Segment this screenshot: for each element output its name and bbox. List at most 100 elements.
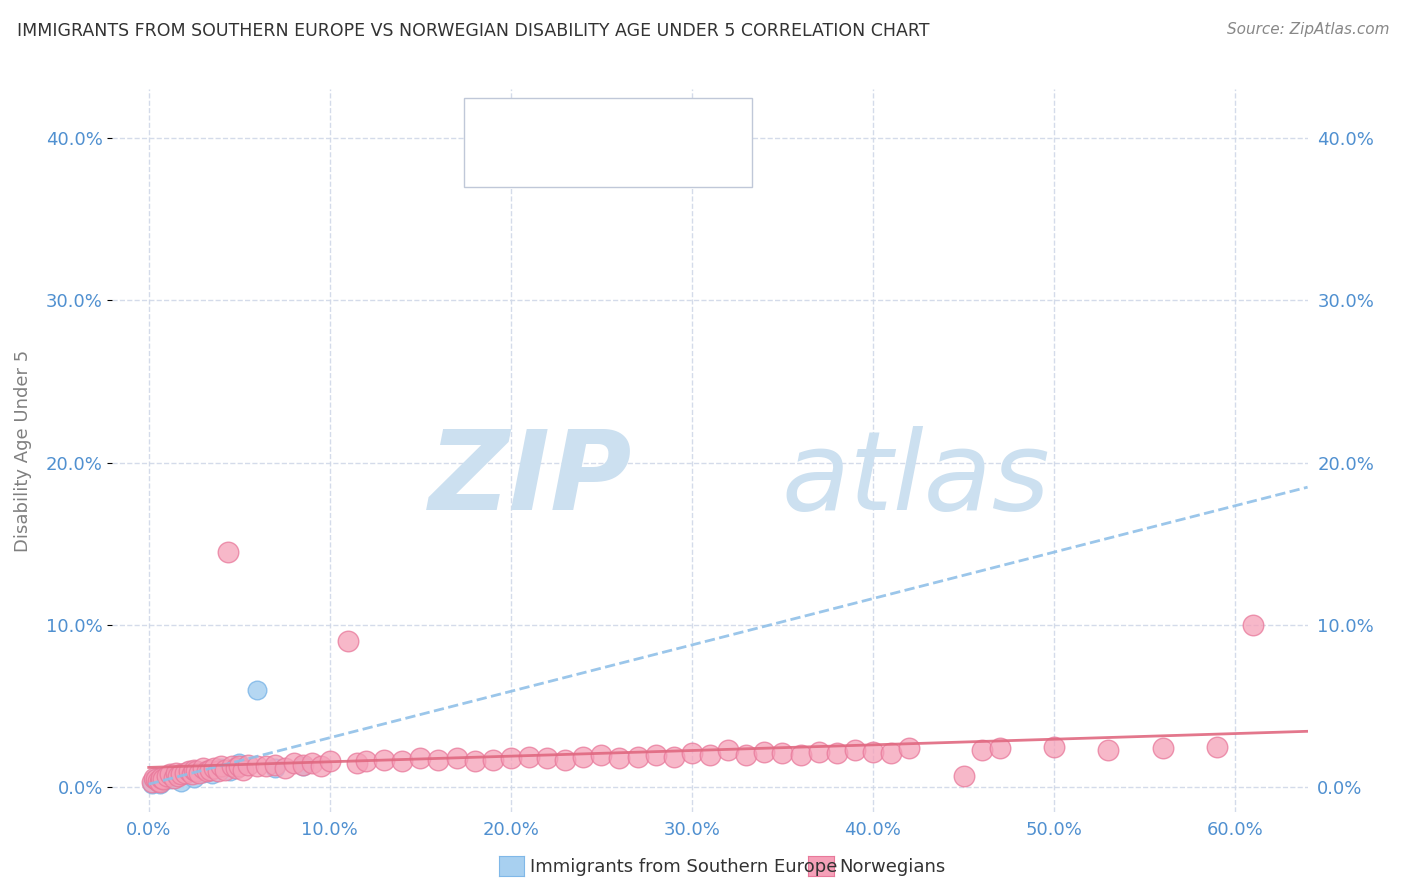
Point: [159, 772, 181, 787]
Text: IMMIGRANTS FROM SOUTHERN EUROPE VS NORWEGIAN DISABILITY AGE UNDER 5 CORRELATION : IMMIGRANTS FROM SOUTHERN EUROPE VS NORWE…: [17, 22, 929, 40]
Point: [143, 772, 166, 787]
Point: [446, 751, 468, 765]
Point: [754, 745, 776, 759]
Point: [238, 757, 260, 772]
Point: [699, 747, 721, 762]
Point: [988, 741, 1011, 756]
Point: [219, 764, 242, 778]
Point: [862, 745, 884, 759]
Point: [159, 767, 181, 781]
Point: [301, 756, 323, 770]
Point: [1043, 739, 1066, 754]
Point: [319, 755, 342, 769]
Point: [201, 767, 224, 781]
Point: [150, 771, 173, 785]
Point: [825, 746, 848, 760]
Point: [174, 767, 197, 781]
Point: [789, 747, 811, 762]
Text: Norwegians: Norwegians: [839, 858, 946, 876]
Y-axis label: Disability Age Under 5: Disability Age Under 5: [14, 350, 32, 551]
Point: [232, 763, 254, 777]
Text: R =: R =: [513, 153, 553, 170]
Point: [146, 773, 169, 788]
Point: [291, 757, 314, 772]
Point: [291, 759, 314, 773]
Point: [177, 764, 200, 778]
Point: [264, 761, 287, 775]
Point: [952, 769, 974, 783]
Text: 82: 82: [626, 153, 651, 170]
Point: [148, 777, 170, 791]
Point: [225, 761, 247, 775]
Point: [195, 764, 218, 778]
Text: N =: N =: [598, 153, 637, 170]
Point: [717, 743, 740, 757]
Point: [481, 753, 503, 767]
Point: [626, 749, 648, 764]
Point: [644, 747, 666, 762]
Text: Source: ZipAtlas.com: Source: ZipAtlas.com: [1226, 22, 1389, 37]
Point: [591, 747, 613, 762]
Point: [163, 771, 186, 785]
Point: [246, 759, 269, 773]
Point: [141, 777, 163, 791]
Point: [221, 759, 243, 773]
Point: [209, 759, 232, 773]
Point: [152, 773, 174, 788]
Point: [156, 771, 179, 785]
Point: [152, 772, 174, 787]
Point: [166, 769, 188, 783]
Point: [464, 755, 486, 769]
Point: [183, 771, 205, 785]
Point: [191, 761, 214, 775]
Point: [1241, 618, 1264, 632]
Point: [184, 764, 207, 778]
Point: [391, 755, 413, 769]
Point: [228, 756, 250, 770]
Point: [228, 759, 250, 773]
Text: R =: R =: [513, 119, 553, 136]
Point: [146, 775, 169, 789]
Text: 0.392: 0.392: [544, 153, 600, 170]
Point: [191, 765, 214, 780]
Point: [772, 746, 794, 760]
Point: [499, 751, 522, 765]
Point: [283, 756, 305, 770]
Point: [880, 746, 903, 760]
Point: [181, 767, 204, 781]
Point: [336, 634, 359, 648]
Point: [202, 761, 225, 775]
Point: [165, 765, 187, 780]
Point: [214, 763, 236, 777]
Point: [807, 745, 830, 759]
Point: [681, 746, 703, 760]
Point: [609, 751, 631, 765]
Point: [246, 682, 269, 697]
Point: [254, 759, 277, 773]
Point: [427, 753, 450, 767]
Point: [735, 747, 758, 762]
Point: [536, 751, 558, 765]
Point: [209, 761, 232, 775]
Point: [156, 769, 179, 783]
Point: [309, 759, 332, 773]
Point: [188, 765, 211, 780]
Text: ZIP: ZIP: [429, 425, 633, 533]
Text: 20: 20: [626, 119, 651, 136]
Point: [844, 743, 866, 757]
Point: [170, 775, 193, 789]
Text: atlas: atlas: [782, 425, 1050, 533]
Point: [177, 764, 200, 778]
Point: [662, 749, 685, 764]
Point: [148, 775, 170, 789]
Point: [143, 771, 166, 785]
Point: [141, 775, 163, 789]
Point: [898, 741, 921, 756]
Point: [183, 763, 205, 777]
Point: [346, 756, 368, 770]
Point: [174, 765, 197, 780]
Point: [373, 753, 395, 767]
Point: [970, 743, 993, 757]
Point: [165, 769, 187, 783]
Point: [170, 767, 193, 781]
